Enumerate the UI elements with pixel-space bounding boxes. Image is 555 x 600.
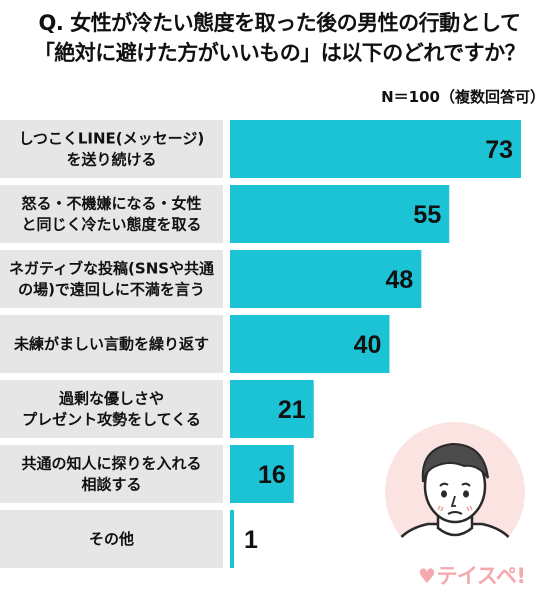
category-label-box: [0, 250, 223, 308]
category-label-box: [0, 120, 223, 178]
category-label: 怒る・不機嫌になる・女性: [21, 195, 201, 213]
category-label: プレゼント攻勢をしてくる: [22, 411, 201, 429]
category-label-box: [0, 510, 223, 568]
bar: [230, 315, 390, 373]
data-label: 55: [413, 201, 441, 229]
bar: [230, 185, 450, 243]
worried-man-illustration: [385, 422, 525, 562]
logo-text: テイスペ!: [436, 564, 526, 588]
title-line-1: Q. 女性が冷たい態度を取った後の男性の行動として: [38, 11, 521, 35]
title-line-2: 「絶対に避けた方がいいもの」は以下のどれですか？: [33, 41, 526, 65]
category-label: 相談する: [81, 476, 141, 494]
category-label: と同じく冷たい態度を取る: [21, 216, 201, 234]
data-label: 73: [485, 136, 513, 164]
category-label: 過剰な優しさや: [58, 390, 164, 408]
category-label: を送り続ける: [66, 151, 156, 169]
chart-title: Q. 女性が冷たい態度を取った後の男性の行動として 「絶対に避けた方がいいもの」…: [12, 8, 547, 68]
sample-note: N＝100（複数回答可）: [381, 88, 545, 106]
category-label: しつこくLINE(メッセージ): [19, 130, 204, 148]
data-label: 21: [278, 396, 306, 424]
category-label: 共通の知人に探りを入れる: [21, 455, 201, 473]
data-label: 40: [354, 331, 382, 359]
category-label-box: [0, 185, 223, 243]
category-label: ネガティブな投稿(SNSや共通: [9, 260, 214, 278]
category-label-box: [0, 315, 223, 373]
bar: [230, 250, 422, 308]
bar: [230, 510, 234, 568]
category-label-box: [0, 445, 223, 503]
category-label: 未練がましい言動を繰り返す: [13, 335, 209, 353]
bar: [230, 380, 314, 438]
bar-row: 未練がましい言動を繰り返す 40: [0, 315, 390, 373]
bar-row: しつこくLINE(メッセージ) を送り続ける 73: [0, 120, 521, 178]
brand-logo: ♥テイスペ!: [418, 560, 526, 590]
data-label: 1: [244, 526, 258, 554]
category-label: その他: [89, 530, 134, 548]
data-label: 16: [258, 461, 286, 489]
bar: [230, 120, 521, 178]
heart-icon: ♥: [418, 564, 436, 588]
category-label-box: [0, 380, 223, 438]
bar: [230, 445, 294, 503]
category-label: の場)で遠回しに不満を言う: [18, 281, 205, 299]
bar-row: その他 1: [0, 510, 258, 568]
data-label: 48: [386, 266, 414, 294]
